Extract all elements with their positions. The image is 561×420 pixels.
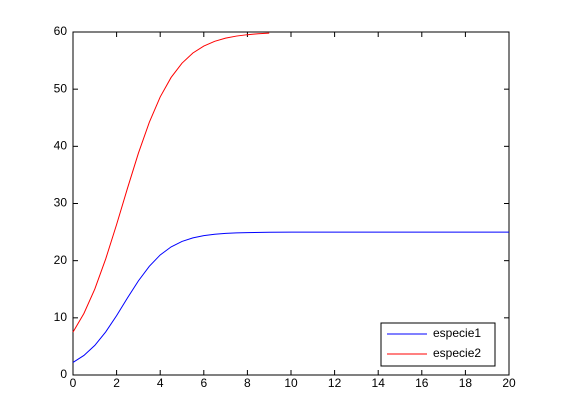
y-tick-label: 60 [54,24,68,38]
x-tick-label: 18 [459,376,473,390]
y-tick-label: 50 [54,81,68,95]
legend-label: especie1 [433,326,481,340]
legend-label: especie2 [433,346,481,360]
x-tick-label: 14 [372,376,386,390]
y-tick-label: 30 [54,196,68,210]
x-tick-label: 0 [70,376,77,390]
y-tick-label: 10 [54,310,68,324]
line [72,231,509,363]
x-tick-label: 16 [415,376,429,390]
y-tick-label: 0 [60,367,67,381]
x-tick-label: 20 [502,376,516,390]
legend-box [380,322,496,367]
plot-area [72,31,510,376]
line [72,32,270,333]
x-tick-label: 8 [244,376,251,390]
x-tick-label: 4 [157,376,164,390]
x-tick-label: 10 [284,376,298,390]
x-tick-label: 12 [328,376,342,390]
x-tick-label: 6 [200,376,207,390]
y-tick-label: 40 [54,139,68,153]
y-tick-label: 20 [54,253,68,267]
x-tick-label: 2 [113,376,120,390]
